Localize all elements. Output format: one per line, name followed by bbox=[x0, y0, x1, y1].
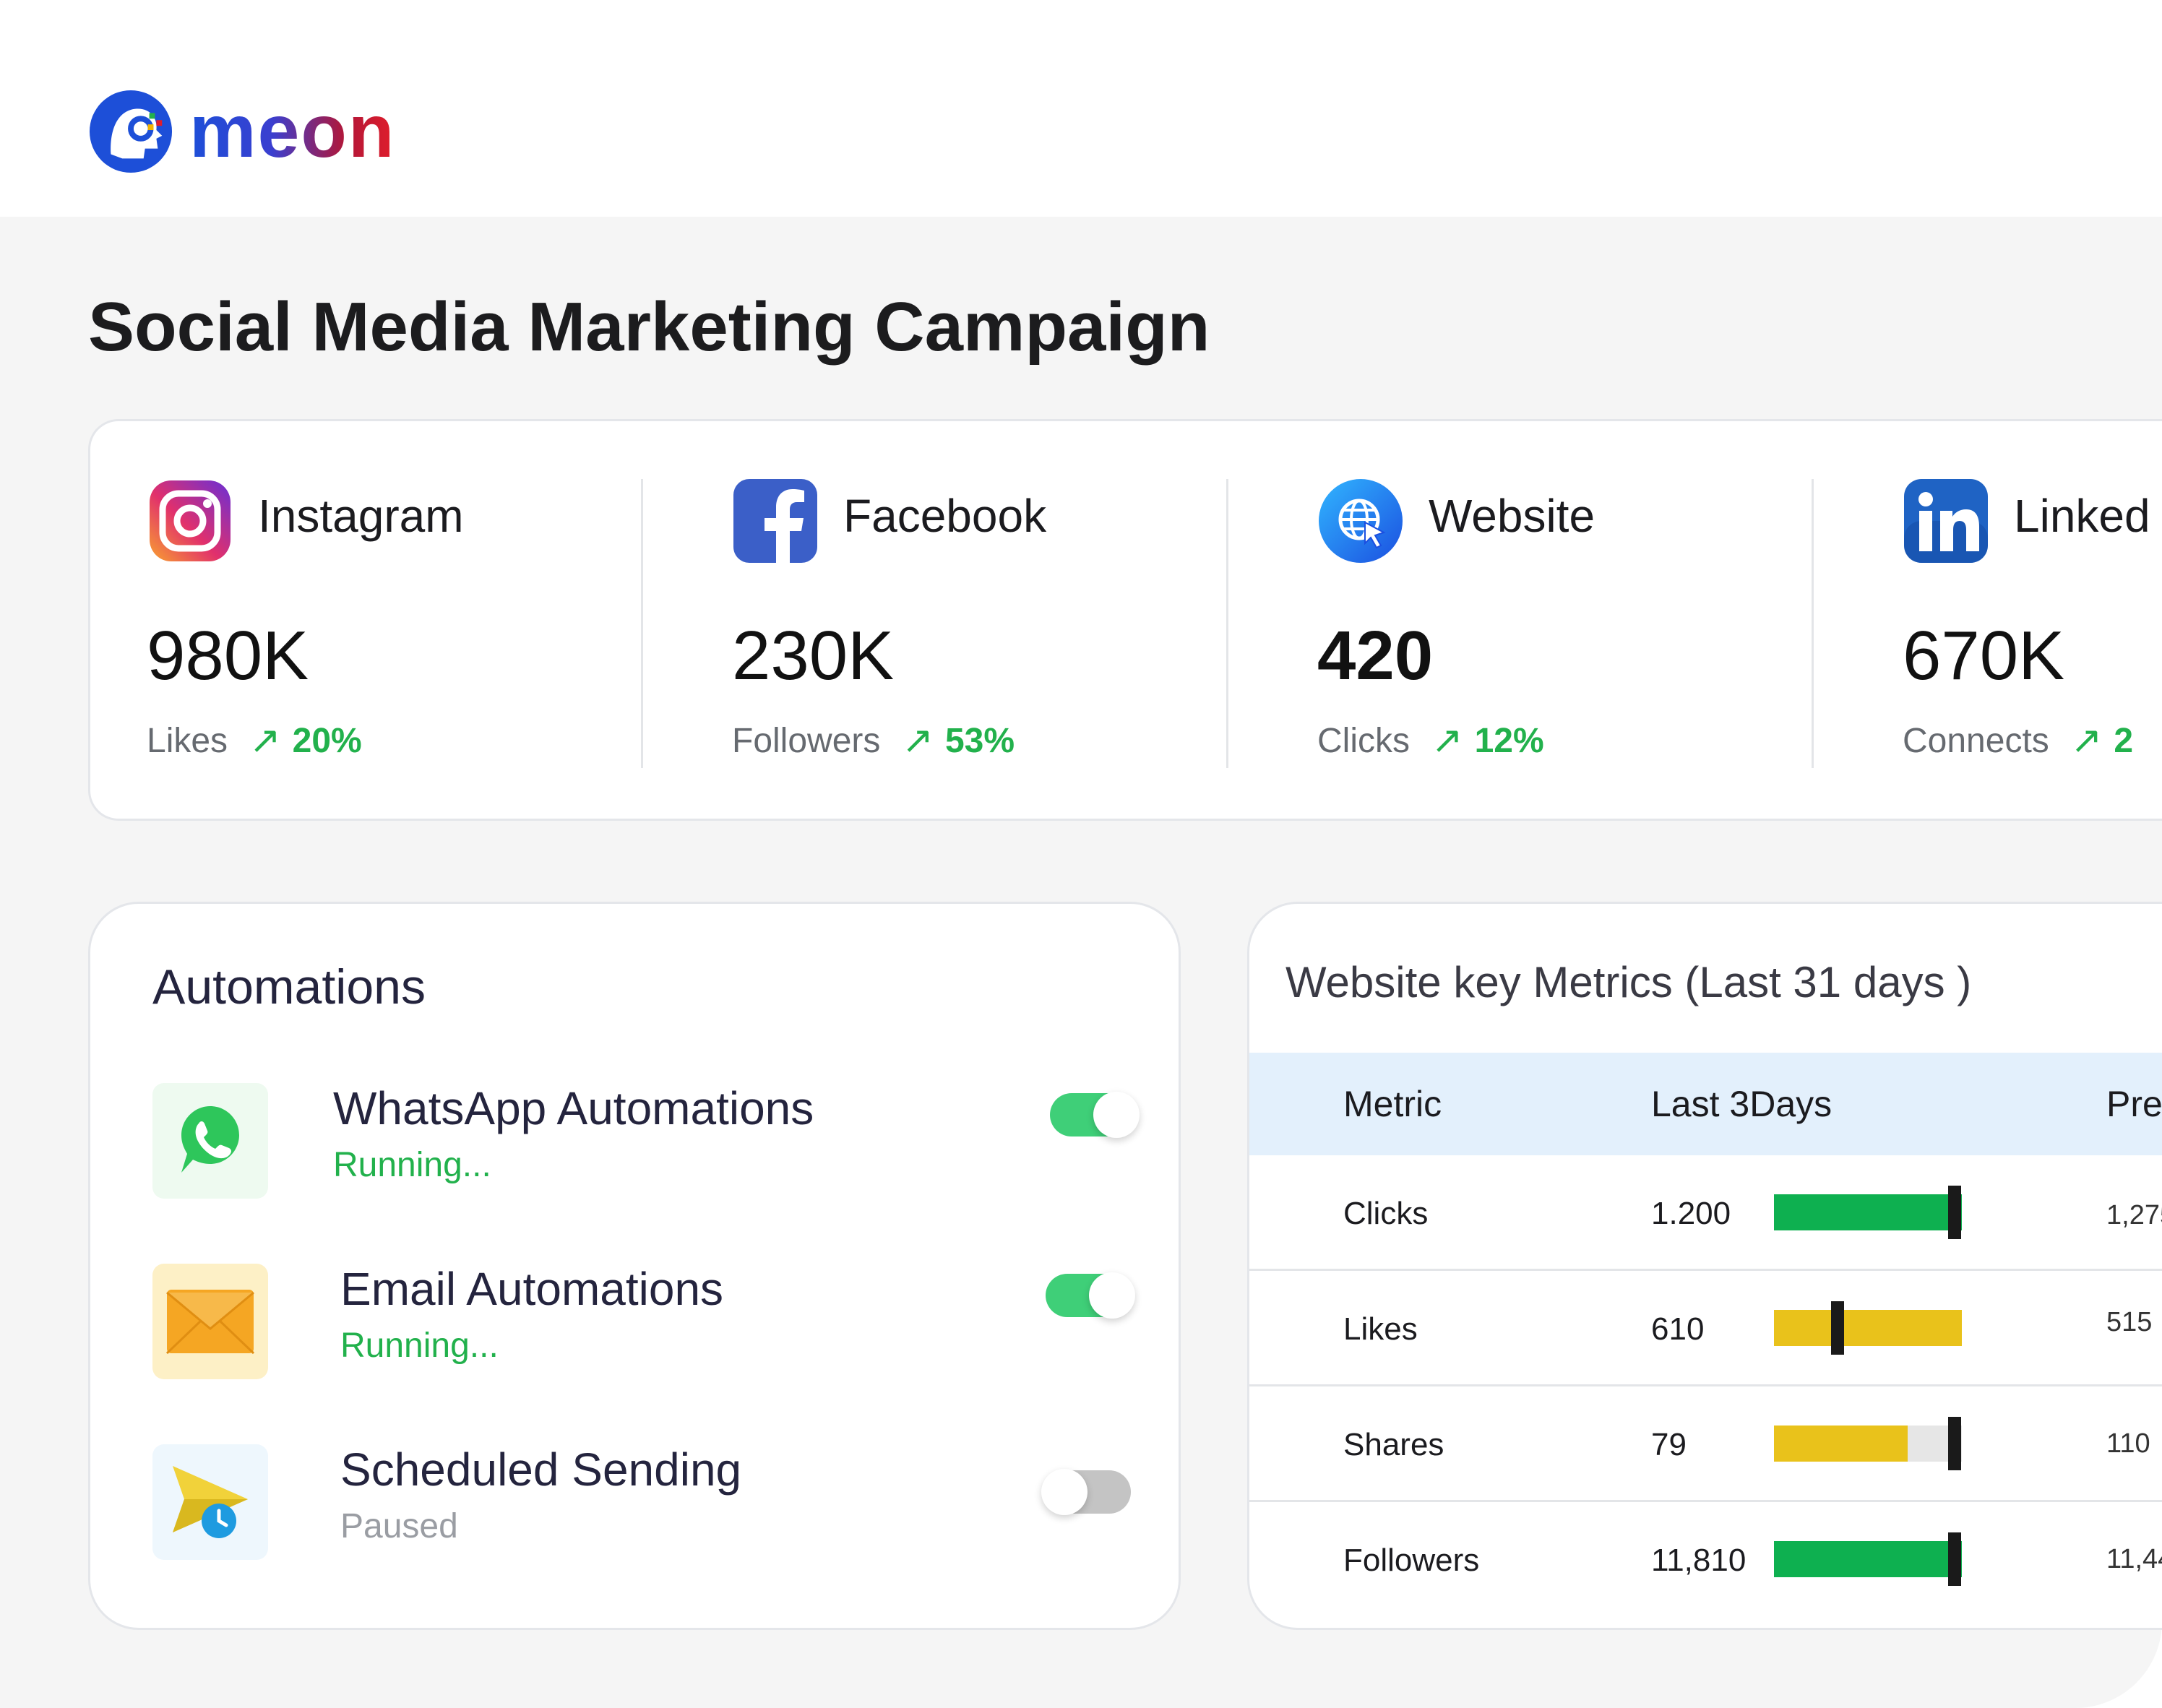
trend-up-icon: ↗ bbox=[902, 720, 934, 762]
stat-value: 670K bbox=[1903, 617, 2065, 694]
email-icon bbox=[165, 1290, 255, 1355]
stat-facebook[interactable]: Facebook 230K Followers ↗ 53% bbox=[641, 421, 1261, 823]
automation-title: Scheduled Sending bbox=[340, 1444, 742, 1496]
metric-bar-fill bbox=[1774, 1194, 1962, 1230]
metric-bar bbox=[1774, 1417, 1962, 1470]
column-header: Pre bbox=[2106, 1084, 2162, 1124]
meon-logo-icon bbox=[89, 90, 173, 173]
linkedin-icon bbox=[1904, 479, 1988, 563]
automations-title: Automations bbox=[152, 959, 426, 1014]
stat-value: 420 bbox=[1317, 617, 1434, 694]
whatsapp-icon-box bbox=[152, 1083, 268, 1199]
metrics-table-header: Metric Last 3Days Pre bbox=[1249, 1053, 2162, 1155]
automation-email: Email Automations Running... bbox=[152, 1263, 1150, 1386]
metric-name: Clicks bbox=[1343, 1196, 1429, 1231]
automation-status: Running... bbox=[333, 1146, 491, 1184]
metric-name: Followers bbox=[1343, 1543, 1480, 1578]
stat-metric: Followers ↗ 53% bbox=[732, 719, 1015, 762]
stat-metric-label: Clicks bbox=[1317, 721, 1410, 760]
stat-metric-label: Followers bbox=[732, 721, 881, 760]
whatsapp-toggle[interactable] bbox=[1050, 1092, 1140, 1138]
table-row[interactable]: Shares 79 110 bbox=[1249, 1386, 2162, 1502]
brand-name: meon bbox=[189, 90, 396, 173]
automations-panel: Automations WhatsApp Automations Running… bbox=[88, 902, 1181, 1630]
divider bbox=[1226, 479, 1228, 768]
brand-logo[interactable]: meon bbox=[88, 88, 395, 175]
header: meon bbox=[0, 0, 2162, 217]
automation-title: Email Automations bbox=[340, 1263, 724, 1315]
stat-website[interactable]: Website 420 Clicks ↗ 12% bbox=[1226, 421, 1846, 823]
whatsapp-icon bbox=[181, 1106, 239, 1173]
metric-bar-fill bbox=[1774, 1541, 1962, 1577]
metric-prev: 11,44 bbox=[2106, 1544, 2162, 1574]
metric-prev: 110 bbox=[2106, 1428, 2150, 1459]
table-row[interactable]: Clicks 1.200 1,275 bbox=[1249, 1155, 2162, 1271]
stat-change: 2 bbox=[2114, 721, 2134, 760]
metric-bar bbox=[1774, 1301, 1962, 1355]
stat-instagram[interactable]: Instagram 980K Likes ↗ 20% bbox=[90, 421, 676, 823]
metric-bar bbox=[1774, 1186, 1962, 1239]
metric-name: Likes bbox=[1343, 1311, 1418, 1347]
table-row[interactable]: Likes 610 515 bbox=[1249, 1271, 2162, 1386]
stat-change: 20% bbox=[292, 721, 362, 760]
stat-value: 980K bbox=[147, 617, 309, 694]
metric-last: 11,810 bbox=[1651, 1543, 1747, 1578]
stat-name: Instagram bbox=[258, 490, 464, 542]
globe-cursor-icon bbox=[1319, 479, 1403, 563]
stat-change: 53% bbox=[944, 721, 1015, 760]
automation-whatsapp: WhatsApp Automations Running... bbox=[152, 1082, 1150, 1206]
stat-change: 12% bbox=[1474, 721, 1544, 760]
automation-scheduled: Scheduled Sending Paused bbox=[152, 1444, 1150, 1567]
automation-status: Paused bbox=[340, 1507, 458, 1545]
stat-metric-label: Likes bbox=[147, 721, 228, 760]
metric-bar bbox=[1774, 1532, 1962, 1586]
email-icon-box bbox=[152, 1264, 268, 1379]
toggle-knob bbox=[1089, 1272, 1135, 1319]
metric-prev: 515 bbox=[2106, 1307, 2153, 1337]
metric-name: Shares bbox=[1343, 1427, 1444, 1462]
automation-status: Running... bbox=[340, 1327, 499, 1365]
metric-bar-marker bbox=[1831, 1301, 1845, 1355]
stat-linkedin[interactable]: Linked 670K Connects ↗ 2 bbox=[1812, 421, 2162, 823]
toggle-knob bbox=[1041, 1469, 1088, 1515]
instagram-icon bbox=[150, 480, 231, 561]
scheduled-toggle[interactable] bbox=[1041, 1469, 1131, 1515]
metric-last: 610 bbox=[1651, 1311, 1705, 1347]
metric-bar-fill bbox=[1774, 1310, 1962, 1346]
metric-last: 79 bbox=[1651, 1427, 1687, 1462]
scheduled-icon-box bbox=[152, 1444, 268, 1560]
email-toggle[interactable] bbox=[1046, 1272, 1135, 1319]
divider bbox=[641, 479, 643, 768]
metric-bar-marker bbox=[1947, 1186, 1961, 1239]
website-metrics-panel: Website key Metrics (Last 31 days ) Metr… bbox=[1247, 902, 2162, 1630]
metric-prev: 1,275 bbox=[2106, 1200, 2162, 1230]
stat-name: Facebook bbox=[843, 490, 1047, 542]
facebook-icon bbox=[733, 479, 817, 563]
trend-up-icon: ↗ bbox=[2070, 720, 2103, 762]
metric-last: 1.200 bbox=[1651, 1196, 1731, 1231]
stat-metric: Clicks ↗ 12% bbox=[1317, 719, 1544, 762]
metrics-title: Website key Metrics (Last 31 days ) bbox=[1285, 958, 1972, 1006]
metric-bar-fill bbox=[1774, 1426, 1908, 1462]
metric-bar-marker bbox=[1947, 1417, 1961, 1470]
scheduled-send-icon bbox=[173, 1466, 248, 1538]
trend-up-icon: ↗ bbox=[1431, 720, 1463, 762]
stat-metric: Connects ↗ 2 bbox=[1903, 719, 2133, 762]
column-header: Last 3Days bbox=[1651, 1084, 1832, 1124]
stat-metric: Likes ↗ 20% bbox=[147, 719, 362, 762]
stats-panel: Instagram 980K Likes ↗ 20% Facebook 230K… bbox=[88, 419, 2162, 821]
divider bbox=[1812, 479, 1814, 768]
automation-title: WhatsApp Automations bbox=[333, 1082, 814, 1134]
stat-metric-label: Connects bbox=[1903, 721, 2049, 760]
stat-name: Linked bbox=[2014, 490, 2150, 542]
stat-value: 230K bbox=[732, 617, 895, 694]
stat-name: Website bbox=[1429, 490, 1595, 542]
page-title: Social Media Marketing Campaign bbox=[88, 288, 1210, 366]
toggle-knob bbox=[1093, 1092, 1140, 1138]
trend-up-icon: ↗ bbox=[249, 720, 281, 762]
column-header: Metric bbox=[1343, 1084, 1442, 1124]
metric-bar-marker bbox=[1947, 1532, 1961, 1586]
table-row[interactable]: Followers 11,810 11,44 bbox=[1249, 1502, 2162, 1618]
